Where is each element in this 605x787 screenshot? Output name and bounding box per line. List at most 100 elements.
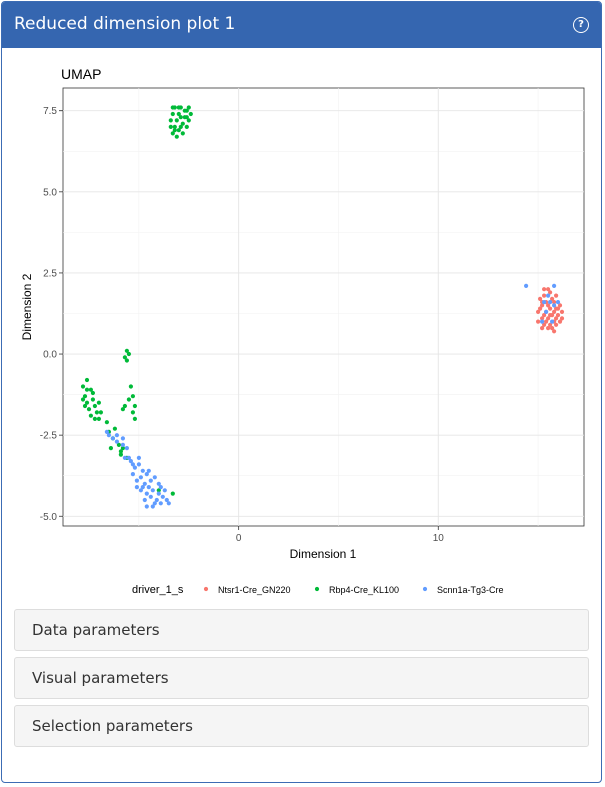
data-point bbox=[152, 475, 157, 480]
legend-title: driver_1_s bbox=[132, 584, 184, 596]
data-point bbox=[552, 300, 557, 305]
y-tick-label: -2.5 bbox=[40, 431, 58, 442]
data-point bbox=[138, 488, 143, 493]
data-point bbox=[130, 410, 135, 415]
data-point bbox=[538, 306, 543, 311]
data-point bbox=[124, 358, 129, 363]
data-point bbox=[548, 322, 553, 327]
data-point bbox=[150, 488, 155, 493]
data-point bbox=[112, 426, 117, 431]
data-point bbox=[104, 420, 109, 425]
data-point bbox=[546, 293, 551, 298]
data-point bbox=[170, 111, 175, 117]
data-point bbox=[120, 407, 125, 412]
data-point bbox=[184, 124, 189, 129]
data-point bbox=[116, 442, 121, 447]
umap-scatter-plot[interactable]: 7.5 5.0 2.5 0.0 -2.5 -5.0 0 10 UMAP Dimension 1… bbox=[2, 48, 602, 608]
legend-key bbox=[314, 586, 320, 592]
data-point bbox=[542, 287, 547, 292]
data-point bbox=[110, 436, 115, 441]
data-point bbox=[82, 403, 88, 409]
data-points bbox=[80, 105, 565, 509]
data-point bbox=[140, 485, 145, 490]
data-point bbox=[158, 501, 163, 506]
data-point bbox=[92, 416, 97, 421]
data-point bbox=[182, 108, 187, 113]
data-point bbox=[548, 313, 553, 318]
data-point bbox=[140, 468, 145, 473]
legend-item-label: Rbp4-Cre_KL100 bbox=[329, 585, 399, 595]
data-point bbox=[168, 124, 173, 129]
legend: driver_1_s Ntsr1-Cre_GN220 Rbp4-Cre_KL100… bbox=[132, 584, 504, 596]
data-point bbox=[80, 384, 86, 389]
data-point bbox=[544, 309, 549, 314]
data-point bbox=[540, 316, 545, 321]
data-point bbox=[557, 303, 563, 308]
data-point bbox=[114, 439, 119, 444]
data-point bbox=[538, 296, 543, 301]
data-point bbox=[184, 115, 189, 120]
data-point bbox=[128, 459, 133, 464]
data-point bbox=[118, 452, 123, 457]
data-point bbox=[548, 290, 553, 295]
selection-parameters-section[interactable]: Selection parameters bbox=[14, 705, 589, 747]
data-point bbox=[546, 303, 551, 308]
data-point bbox=[124, 446, 129, 451]
data-point bbox=[120, 442, 125, 447]
data-point bbox=[146, 485, 151, 490]
data-point bbox=[84, 377, 90, 383]
data-point bbox=[136, 462, 141, 467]
question-circle-icon[interactable]: ? bbox=[573, 17, 589, 33]
data-point bbox=[130, 462, 135, 467]
data-point bbox=[126, 455, 131, 460]
data-point bbox=[132, 465, 137, 470]
data-point bbox=[126, 397, 131, 402]
plot-panel-border bbox=[62, 87, 585, 527]
data-point bbox=[88, 413, 93, 418]
axes: 7.5 5.0 2.5 0.0 -2.5 -5.0 0 10 bbox=[40, 106, 445, 544]
visual-parameters-section[interactable]: Visual parameters bbox=[14, 657, 589, 699]
data-point bbox=[542, 293, 547, 298]
data-point bbox=[180, 121, 185, 126]
data-point bbox=[164, 497, 169, 503]
data-point bbox=[80, 397, 86, 402]
data-point bbox=[134, 485, 139, 490]
data-point bbox=[546, 326, 551, 331]
data-point bbox=[122, 403, 127, 409]
data-point bbox=[554, 322, 559, 327]
data-point bbox=[176, 105, 181, 110]
data-point bbox=[186, 118, 191, 123]
data-point bbox=[154, 497, 159, 503]
data-point bbox=[118, 449, 123, 454]
x-tick-label: 10 bbox=[433, 533, 445, 544]
data-point bbox=[548, 300, 553, 305]
panel-title: Reduced dimension plot 1 bbox=[14, 14, 236, 34]
data-point bbox=[180, 131, 185, 136]
data-point bbox=[552, 329, 557, 334]
data-point bbox=[148, 494, 153, 499]
data-point bbox=[126, 351, 131, 357]
legend-key bbox=[203, 586, 209, 592]
data-point bbox=[186, 105, 191, 110]
data-parameters-section[interactable]: Data parameters bbox=[14, 609, 589, 651]
legend-item-label: Ntsr1-Cre_GN220 bbox=[218, 585, 291, 595]
data-point bbox=[550, 319, 555, 324]
data-point bbox=[120, 446, 125, 451]
data-point bbox=[552, 283, 557, 288]
data-point bbox=[176, 111, 181, 117]
data-point bbox=[82, 394, 88, 399]
data-point bbox=[559, 309, 565, 314]
data-point bbox=[170, 105, 175, 110]
data-point bbox=[98, 410, 103, 415]
data-point bbox=[554, 316, 559, 321]
data-point bbox=[540, 303, 545, 308]
data-point bbox=[156, 491, 161, 496]
data-point bbox=[158, 485, 163, 490]
data-point bbox=[94, 410, 99, 415]
data-point bbox=[172, 128, 177, 133]
y-tick-label: 2.5 bbox=[43, 268, 57, 279]
data-point bbox=[557, 319, 563, 324]
data-point bbox=[104, 429, 109, 434]
data-point bbox=[555, 306, 561, 311]
